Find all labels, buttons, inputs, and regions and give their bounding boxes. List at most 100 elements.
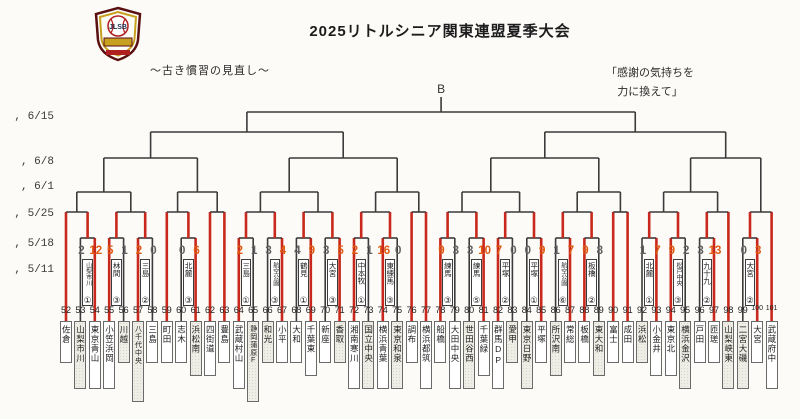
score-left: 1 — [553, 245, 560, 257]
slot-team-name: 町田 — [162, 325, 173, 344]
slot-number: 64 — [233, 305, 244, 315]
seed-box-team-name: 平塚 — [529, 262, 539, 277]
slot-team-column: 東大和 — [592, 321, 605, 376]
slot-team-name: 八千代中央 — [134, 325, 142, 365]
page-title: 2025リトルシニア関東連盟夏季大会 — [309, 23, 571, 40]
slot-team-name: 世田谷西 — [464, 325, 475, 363]
seed-box: 平塚 ② — [500, 259, 511, 306]
slot-team-column: 湘南寒川 — [348, 321, 360, 389]
slot-number: 60 — [176, 305, 187, 315]
seed-box: 林間 ③ — [111, 259, 122, 306]
seed-box-team-name: 航空公園 — [559, 262, 566, 286]
seed-box: 大宮 ③ — [327, 259, 338, 306]
slot-team-column: 世田谷西 — [463, 321, 476, 389]
score-left: 3 — [697, 245, 704, 257]
score-left: 2 — [351, 245, 359, 257]
slot-number: 97 — [708, 305, 719, 315]
date-label: , 5/25 — [14, 208, 54, 220]
seed-box-team-name: 山梨市川 — [84, 262, 91, 286]
slot-team-name: 東大和 — [594, 325, 605, 354]
slot-number: 56 — [118, 305, 129, 315]
seed-number: ③ — [386, 294, 394, 305]
score-right: 0 — [394, 245, 402, 257]
seed-box: 板橋 ② — [586, 259, 597, 306]
slot-team-column: 新座 — [319, 321, 332, 363]
slot-team-name: 成田 — [622, 325, 633, 344]
score-left: 7 — [495, 245, 503, 257]
slot-number: 93 — [651, 305, 662, 315]
slot-number: 69 — [305, 305, 316, 315]
slot-number: 96 — [694, 305, 705, 315]
slot-team-name: 千葉東 — [306, 325, 317, 354]
slot-team-column: 国立中央 — [362, 321, 375, 389]
date-label: , 6/8 — [20, 156, 54, 168]
slot-team-name: 横浜金沢 — [680, 325, 691, 363]
seed-box: 航空公園 ③ — [269, 259, 280, 306]
seed-number: ① — [645, 294, 653, 305]
slot-number: 95 — [680, 305, 691, 315]
score-right: 6 — [193, 245, 200, 257]
slot-team-name: 匝瑳 — [709, 325, 720, 344]
score-right: 8 — [596, 245, 603, 257]
slot-number: 63 — [219, 305, 230, 315]
slot-number: 73 — [363, 305, 374, 315]
slot-team-name: 大和 — [291, 325, 302, 344]
score-right: 1 — [250, 245, 258, 257]
seed-box: 練馬 ⑤ — [471, 259, 482, 306]
seed-box: 山梨市川 ① — [82, 259, 93, 306]
slot-number: 68 — [291, 305, 302, 315]
score-right: 9 — [308, 245, 315, 257]
seed-number: ③ — [443, 294, 452, 305]
slot-number: 65 — [248, 305, 259, 315]
slot-number: 72 — [348, 305, 359, 315]
score-left: 4 — [294, 245, 301, 257]
slot-team-name: 志木 — [176, 325, 187, 344]
score-right: 1 — [366, 245, 373, 257]
slot-team-name: 新座 — [320, 325, 331, 344]
slot-team-name: 川越 — [118, 325, 129, 344]
seed-box: 北麓 ③ — [183, 259, 194, 306]
score-right: 13 — [708, 245, 722, 257]
slot-team-name: 湘南寒川 — [349, 325, 360, 363]
seed-box-team-name: 平塚 — [500, 262, 510, 277]
slot-team-name: 国立中央 — [363, 325, 374, 363]
slot-number: 59 — [161, 305, 172, 315]
slot-number: 76 — [406, 305, 417, 315]
slot-team-column: 群馬DP — [492, 321, 504, 389]
score-right: 3 — [452, 245, 459, 257]
score-right: 0 — [510, 245, 517, 257]
slot-team-column: 板橋 — [578, 321, 591, 363]
slot-team-name: 小金井 — [651, 325, 662, 354]
slot-team-name: 富士 — [608, 325, 619, 344]
slot-team-column: 小笠浜岡 — [103, 321, 116, 389]
slot-number: 87 — [564, 305, 575, 315]
slot-team-name: 武蔵村山 — [234, 325, 245, 363]
slot-team-column: 川越 — [117, 321, 130, 363]
slot-team-column: 東京青山 — [88, 321, 101, 389]
slot-team-column: 千葉東 — [304, 321, 317, 376]
score-left: 3 — [322, 245, 330, 257]
score-left: 9 — [582, 245, 589, 257]
slot-number: 81 — [478, 305, 489, 315]
slot-number: 71 — [334, 305, 345, 315]
slot-team-column: 横浜都筑 — [420, 321, 432, 389]
slot-team-name: 浜松 — [637, 325, 648, 344]
slot-team-column: 和光 — [261, 321, 274, 363]
score-left: 16 — [377, 245, 391, 257]
slot-team-column: 富士 — [607, 321, 620, 363]
slot-team-name: 愛甲 — [507, 325, 518, 344]
slot-number: 57 — [132, 305, 143, 315]
seed-box-team-name: 九十九 — [702, 262, 712, 285]
slot-team-column: 武蔵府中 — [765, 321, 778, 389]
slot-team-column: 武蔵村山 — [232, 321, 245, 389]
score-right: 1 — [121, 245, 128, 257]
score-left: 1 — [639, 245, 647, 257]
score-left: 0 — [740, 245, 747, 257]
slot-number: 79 — [449, 305, 460, 315]
seed-box-team-name: 三島 — [140, 262, 150, 277]
seed-box: 鶴見 ① — [298, 259, 309, 306]
date-label: , 6/15 — [14, 111, 54, 123]
slot-team-column: 浜松 — [636, 321, 648, 363]
slot-team-column: 山梨市川 — [74, 321, 87, 389]
